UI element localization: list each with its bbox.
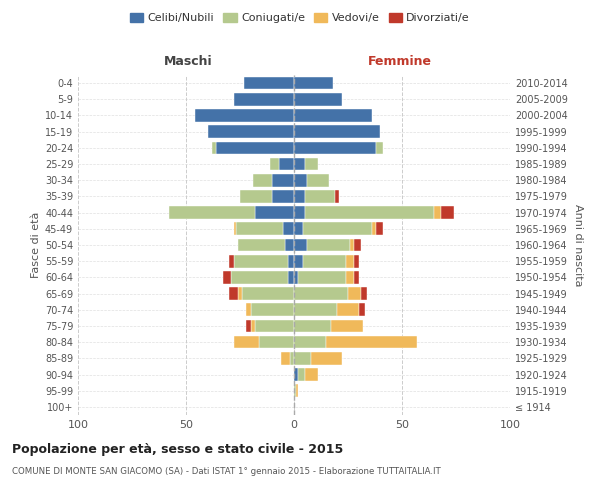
Bar <box>434 206 441 219</box>
Text: COMUNE DI MONTE SAN GIACOMO (SA) - Dati ISTAT 1° gennaio 2015 - Elaborazione TUT: COMUNE DI MONTE SAN GIACOMO (SA) - Dati … <box>12 468 441 476</box>
Bar <box>238 238 286 252</box>
Bar <box>232 271 287 283</box>
Bar <box>287 255 294 268</box>
Text: Femmine: Femmine <box>368 55 432 68</box>
Bar <box>294 158 305 170</box>
Bar <box>294 222 302 235</box>
Bar <box>294 304 337 316</box>
Bar <box>355 255 359 268</box>
Bar <box>294 206 305 219</box>
Bar <box>169 206 255 219</box>
Bar <box>294 142 376 154</box>
Bar <box>294 93 341 106</box>
Bar <box>229 288 238 300</box>
Bar <box>361 288 367 300</box>
Bar <box>305 368 318 381</box>
Bar <box>302 255 346 268</box>
Bar <box>216 142 294 154</box>
Bar <box>294 77 333 90</box>
Bar <box>307 238 350 252</box>
Bar <box>294 109 372 122</box>
Bar <box>331 320 363 332</box>
Y-axis label: Fasce di età: Fasce di età <box>31 212 41 278</box>
Bar <box>272 174 294 186</box>
Text: Maschi: Maschi <box>164 55 212 68</box>
Bar <box>253 174 272 186</box>
Bar <box>272 190 294 202</box>
Bar <box>244 77 294 90</box>
Bar <box>294 174 307 186</box>
Bar <box>355 238 361 252</box>
Bar <box>348 288 361 300</box>
Bar <box>251 320 255 332</box>
Bar <box>296 384 298 397</box>
Bar <box>287 271 294 283</box>
Bar <box>223 271 232 283</box>
Bar <box>294 126 380 138</box>
Bar <box>372 222 376 235</box>
Text: Popolazione per età, sesso e stato civile - 2015: Popolazione per età, sesso e stato civil… <box>12 442 343 456</box>
Bar <box>359 304 365 316</box>
Bar <box>337 304 359 316</box>
Bar <box>294 190 305 202</box>
Bar <box>247 304 251 316</box>
Bar <box>294 288 348 300</box>
Bar <box>194 109 294 122</box>
Bar <box>279 158 294 170</box>
Y-axis label: Anni di nascita: Anni di nascita <box>573 204 583 286</box>
Bar <box>441 206 454 219</box>
Bar <box>294 384 296 397</box>
Bar <box>376 142 383 154</box>
Bar <box>233 336 259 348</box>
Bar <box>305 158 318 170</box>
Bar <box>242 288 294 300</box>
Bar <box>255 320 294 332</box>
Bar <box>298 271 346 283</box>
Bar <box>251 304 294 316</box>
Bar <box>281 352 290 364</box>
Bar <box>270 158 279 170</box>
Legend: Celibi/Nubili, Coniugati/e, Vedovi/e, Divorziati/e: Celibi/Nubili, Coniugati/e, Vedovi/e, Di… <box>125 8 475 28</box>
Bar <box>350 238 355 252</box>
Bar <box>212 142 216 154</box>
Bar <box>346 255 355 268</box>
Bar <box>255 206 294 219</box>
Bar <box>238 288 242 300</box>
Bar <box>290 352 294 364</box>
Bar <box>355 271 359 283</box>
Bar <box>305 206 434 219</box>
Bar <box>294 320 331 332</box>
Bar <box>335 190 340 202</box>
Bar <box>240 190 272 202</box>
Bar <box>346 271 355 283</box>
Bar <box>283 222 294 235</box>
Bar <box>298 368 305 381</box>
Bar <box>305 190 335 202</box>
Bar <box>294 336 326 348</box>
Bar <box>233 255 287 268</box>
Bar <box>286 238 294 252</box>
Bar <box>229 255 233 268</box>
Bar <box>233 222 236 235</box>
Bar <box>294 255 302 268</box>
Bar <box>294 368 298 381</box>
Bar <box>259 336 294 348</box>
Bar <box>376 222 383 235</box>
Bar <box>236 222 283 235</box>
Bar <box>302 222 372 235</box>
Bar <box>294 352 311 364</box>
Bar <box>208 126 294 138</box>
Bar <box>326 336 417 348</box>
Bar <box>307 174 329 186</box>
Bar <box>247 320 251 332</box>
Bar <box>294 271 298 283</box>
Bar <box>311 352 341 364</box>
Bar <box>294 238 307 252</box>
Bar <box>233 93 294 106</box>
